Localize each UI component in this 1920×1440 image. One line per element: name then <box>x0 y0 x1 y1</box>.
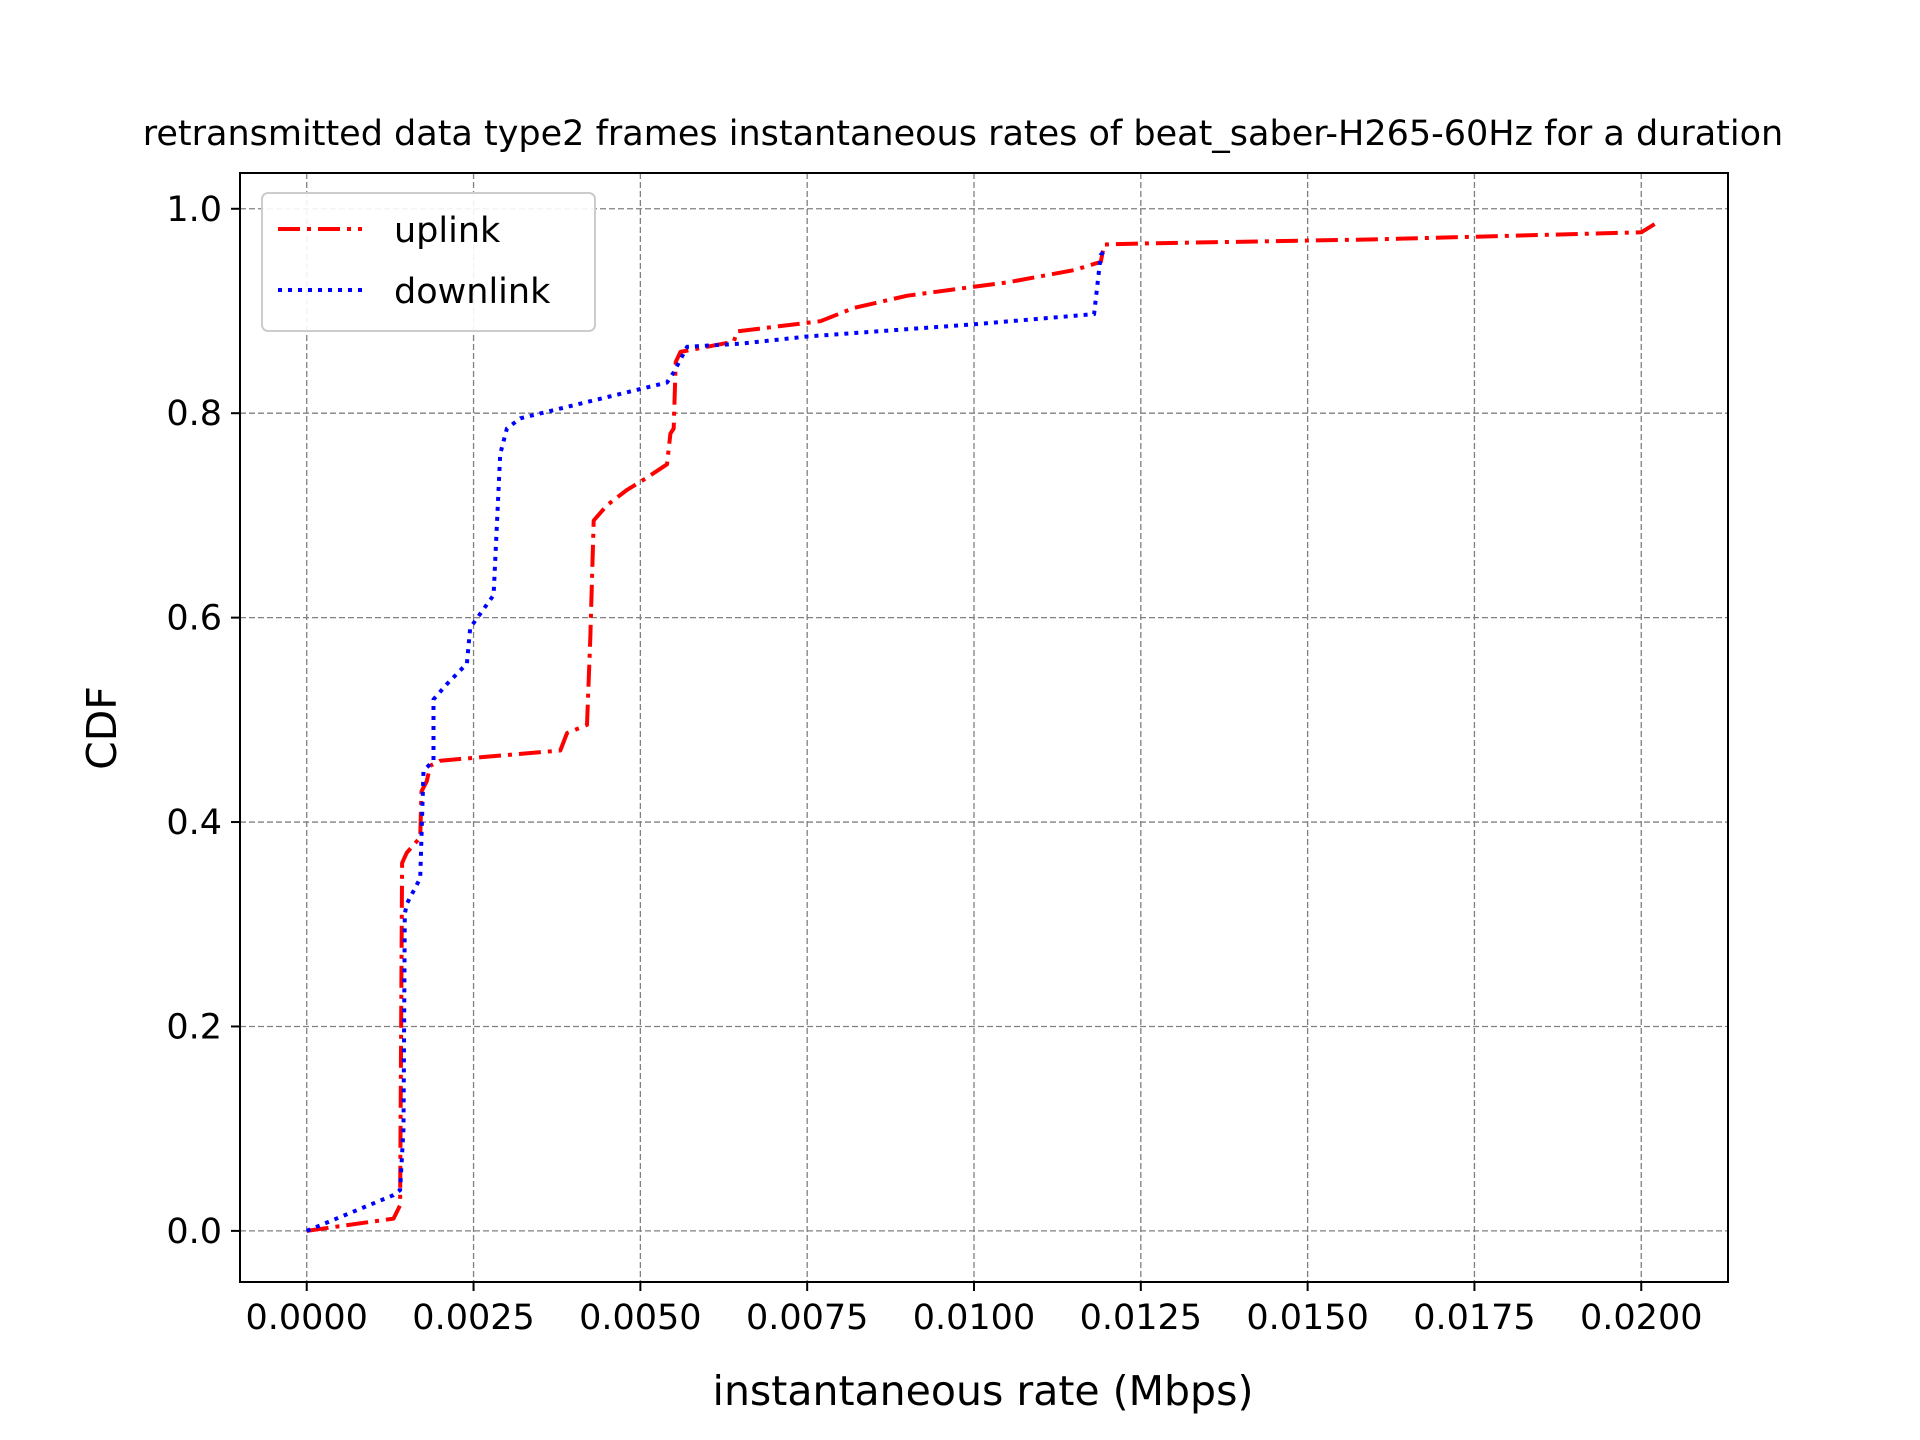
y-tick-label: 0.6 <box>166 599 222 639</box>
x-tick-label: 0.0175 <box>1413 1298 1535 1338</box>
legend-label-downlink: downlink <box>394 272 551 312</box>
y-axis-ticks: 0.0 0.2 0.4 0.6 0.8 1.0 <box>166 190 240 1252</box>
y-tick-label: 0.8 <box>166 394 222 434</box>
series-line-downlink <box>305 246 1109 1233</box>
x-axis-ticks: 0.0000 0.0025 0.0050 0.0075 0.0100 0.0125 0.01… <box>245 1282 1702 1338</box>
y-tick-label: 0.4 <box>166 803 222 843</box>
x-tick-label: 0.0200 <box>1580 1298 1702 1338</box>
legend-box <box>261 192 596 332</box>
x-tick-label: 0.0150 <box>1246 1298 1368 1338</box>
x-tick-label: 0.0100 <box>913 1298 1035 1338</box>
chart-title: retransmitted data type2 frames instanta… <box>143 114 1783 154</box>
x-tick-label: 0.0125 <box>1080 1298 1202 1338</box>
x-tick-label: 0.0075 <box>746 1298 868 1338</box>
legend-label-uplink: uplink <box>394 211 501 251</box>
grid-lines <box>240 173 1728 1282</box>
legend: uplink downlink <box>261 192 596 332</box>
x-axis-label: instantaneous rate (Mbps) <box>713 1367 1254 1415</box>
series-line-uplink <box>306 222 1656 1233</box>
plot-frame <box>239 172 1729 1283</box>
series-lines <box>305 222 1656 1233</box>
y-tick-label: 0.2 <box>166 1007 222 1047</box>
x-tick-label: 0.0000 <box>245 1298 367 1338</box>
x-tick-label: 0.0050 <box>579 1298 701 1338</box>
x-tick-label: 0.0025 <box>412 1298 534 1338</box>
y-tick-label: 1.0 <box>166 190 222 230</box>
y-axis-label: CDF <box>78 686 126 770</box>
y-tick-label: 0.0 <box>166 1212 222 1252</box>
